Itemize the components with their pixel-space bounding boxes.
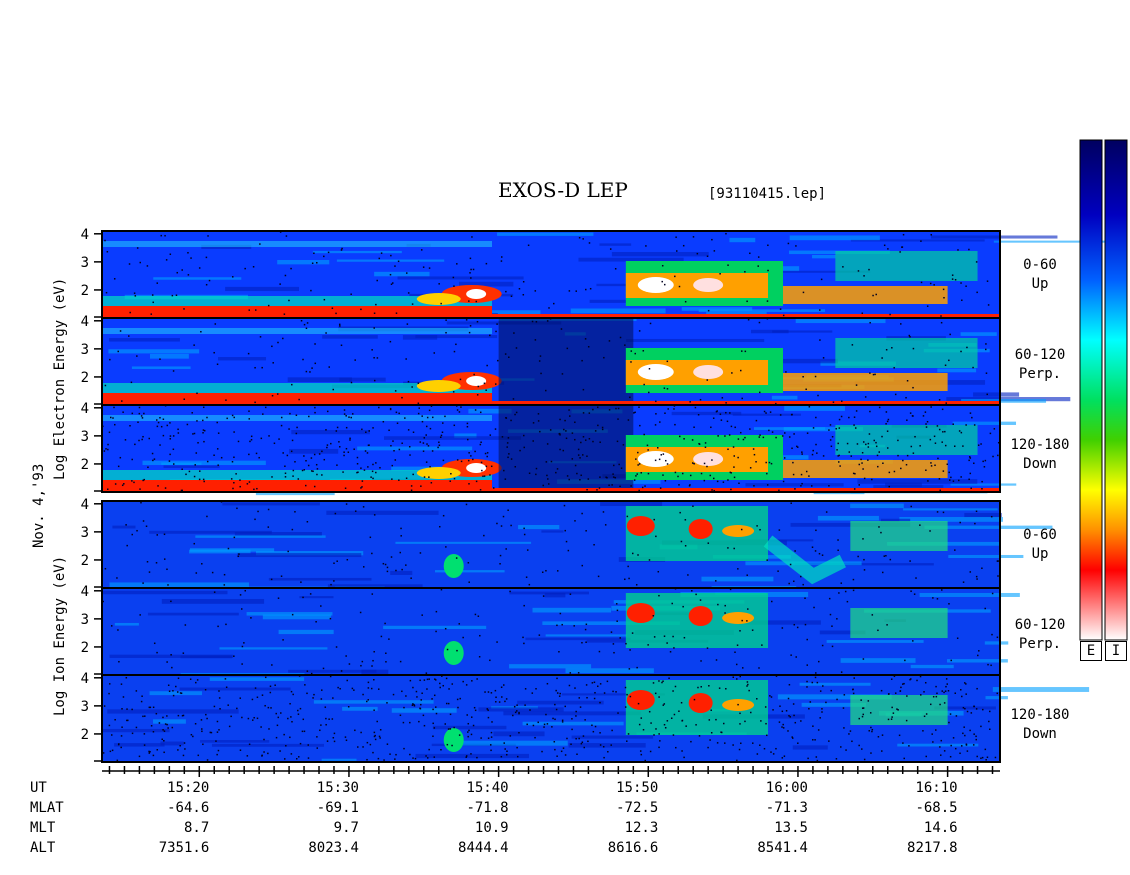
x-tick-mlt: 14.6 bbox=[923, 820, 958, 836]
x-tick-mlt: 13.5 bbox=[774, 820, 808, 836]
y-tick-label: 3 bbox=[81, 255, 89, 271]
y-tick-label: 3 bbox=[81, 525, 89, 541]
x-tick-mlt: 10.9 bbox=[474, 820, 509, 836]
panel-direction: Down bbox=[1023, 456, 1057, 472]
panel-pitch: 0-60 bbox=[1023, 257, 1057, 273]
x-tick-mlat: -72.5 bbox=[616, 800, 659, 816]
electron-panel-3-label: 120-180 Down bbox=[1005, 436, 1075, 474]
panel-direction: Up bbox=[1031, 276, 1049, 292]
y-tick-label: 2 bbox=[81, 457, 89, 473]
colorbar-label-ion: I bbox=[1105, 641, 1127, 661]
x-tick-ut: 16:10 bbox=[915, 780, 958, 796]
x-tick-alt: 8616.6 bbox=[607, 840, 659, 856]
panel-4-ion bbox=[101, 500, 1053, 591]
row-label-mlat: MLAT bbox=[30, 800, 64, 816]
date-label: Nov. 4,'93 bbox=[31, 463, 47, 548]
ion-panel-3-label: 120-180 Down bbox=[1005, 706, 1075, 744]
x-tick-ut: 15:40 bbox=[466, 780, 509, 796]
panel-1-electron bbox=[101, 230, 1125, 319]
panel-pitch: 0-60 bbox=[1023, 527, 1057, 543]
ion-ylabel: Log Ion Energy (eV) bbox=[52, 555, 68, 716]
x-tick-ut: 16:00 bbox=[765, 780, 808, 796]
x-tick-alt: 7351.6 bbox=[158, 840, 210, 856]
panel-direction: Down bbox=[1023, 726, 1057, 742]
y-tick-label: 2 bbox=[81, 640, 89, 656]
file-label: [93110415.lep] bbox=[708, 186, 827, 202]
x-tick-mlat: -71.3 bbox=[765, 800, 808, 816]
panel-direction: Up bbox=[1031, 546, 1049, 562]
chart-title: EXOS-D LEP bbox=[498, 178, 628, 202]
row-label-alt: ALT bbox=[30, 840, 56, 856]
y-tick-label: 3 bbox=[81, 342, 89, 358]
panel-pitch: 120-180 bbox=[1010, 707, 1070, 723]
panel-pitch: 120-180 bbox=[1010, 437, 1070, 453]
row-label-mlt: MLT bbox=[30, 820, 56, 836]
row-label-ut: UT bbox=[30, 780, 47, 796]
y-tick-label: 4 bbox=[81, 314, 89, 330]
x-tick-ut: 15:20 bbox=[167, 780, 210, 796]
x-tick-mlat: -69.1 bbox=[316, 800, 359, 816]
y-tick-label: 4 bbox=[81, 497, 89, 513]
x-tick-mlat: -68.5 bbox=[915, 800, 958, 816]
y-tick-label: 4 bbox=[81, 227, 89, 243]
panel-pitch: 60-120 bbox=[1014, 617, 1066, 633]
x-tick-alt: 8541.4 bbox=[757, 840, 808, 856]
panel-direction: Perp. bbox=[1018, 636, 1062, 652]
panel-3-electron bbox=[101, 404, 1017, 496]
x-tick-alt: 8444.4 bbox=[458, 840, 509, 856]
ion-panel-2-label: 60-120 Perp. bbox=[1005, 616, 1075, 654]
x-tick-mlt: 12.3 bbox=[624, 820, 659, 836]
colorbar-ion bbox=[1104, 139, 1128, 641]
y-tick-label: 4 bbox=[81, 401, 89, 417]
y-tick-label: 4 bbox=[81, 671, 89, 687]
x-tick-alt: 8023.4 bbox=[308, 840, 359, 856]
y-tick-label: 2 bbox=[81, 553, 89, 569]
y-tick-label: 2 bbox=[81, 727, 89, 743]
y-tick-label: 3 bbox=[81, 612, 89, 628]
y-tick-label: 4 bbox=[81, 584, 89, 600]
x-tick-ut: 15:50 bbox=[616, 780, 659, 796]
y-tick-label: 2 bbox=[81, 283, 89, 299]
panel-2-electron bbox=[101, 317, 1071, 406]
ion-panel-1-label: 0-60 Up bbox=[1005, 526, 1075, 564]
x-tick-alt: 8217.8 bbox=[907, 840, 958, 856]
electron-panel-2-label: 60-120 Perp. bbox=[1005, 346, 1075, 384]
panel-6-ion bbox=[101, 674, 1090, 763]
x-tick-mlat: -64.6 bbox=[167, 800, 210, 816]
panel-pitch: 60-120 bbox=[1014, 347, 1066, 363]
x-tick-mlt: 8.7 bbox=[183, 820, 210, 836]
electron-ylabel: Log Electron Energy (eV) bbox=[52, 277, 68, 480]
y-tick-label: 3 bbox=[81, 429, 89, 445]
x-tick-mlt: 9.7 bbox=[333, 820, 359, 836]
colorbar-electron bbox=[1079, 139, 1103, 641]
y-tick-label: 2 bbox=[81, 370, 89, 386]
panel-5-ion bbox=[101, 587, 1020, 677]
panel-direction: Perp. bbox=[1018, 366, 1062, 382]
y-tick-label: 3 bbox=[81, 699, 89, 715]
electron-panel-1-label: 0-60 Up bbox=[1005, 256, 1075, 294]
x-tick-ut: 15:30 bbox=[316, 780, 359, 796]
colorbar-label-electron: E bbox=[1080, 641, 1102, 661]
x-tick-mlat: -71.8 bbox=[466, 800, 509, 816]
